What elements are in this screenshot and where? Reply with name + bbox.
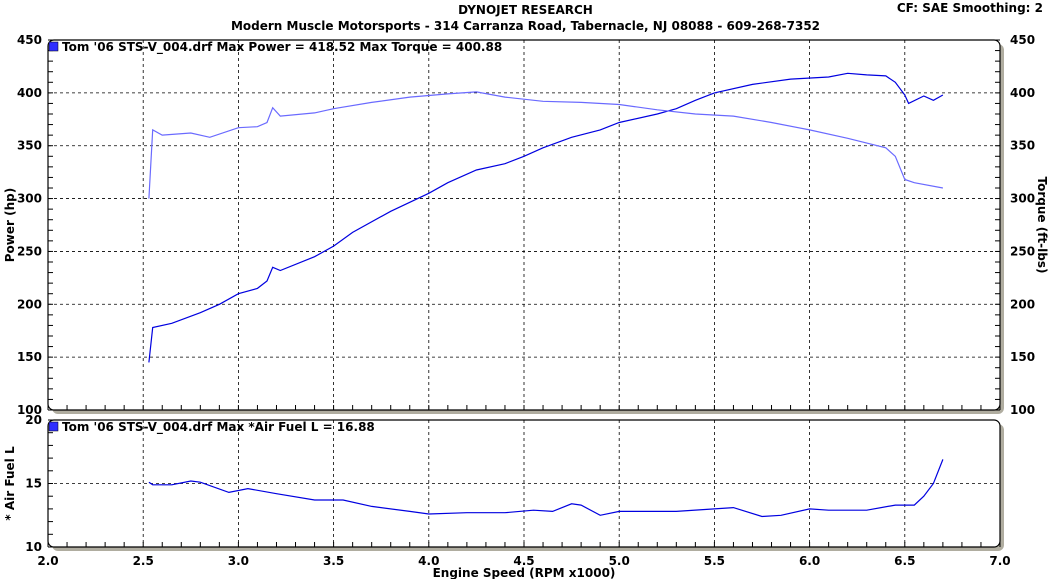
x-tick-label: 4.0 [418,554,439,568]
x-tick-label: 7.0 [989,554,1010,568]
x-axis-label: Engine Speed (RPM x1000) [433,566,616,579]
y2-tick-label: 150 [1010,350,1035,364]
x-tick-label: 3.5 [323,554,344,568]
chart-subtitle: Modern Muscle Motorsports - 314 Carranza… [230,19,821,33]
y-tick-label: 350 [17,139,42,153]
y-axis-label: * Air Fuel L [3,446,17,521]
legend-swatch [48,421,59,432]
y2-axis-label: Torque (ft-lbs) [1035,177,1049,274]
x-tick-label: 4.5 [513,554,534,568]
y-tick-label: 400 [17,86,42,100]
y-axis-label: Power (hp) [3,188,17,262]
series-air-fuel-l [148,459,944,518]
y-tick-label: 150 [17,350,42,364]
legend-text: Tom '06 STS-V_004.drf Max Power = 418.52… [62,40,502,55]
x-tick-label: 5.0 [609,554,630,568]
y2-tick-label: 100 [1010,403,1035,417]
series-power [148,72,944,363]
x-tick-label: 3.0 [228,554,249,568]
y-tick-label: 15 [25,477,42,491]
y2-tick-label: 450 [1010,33,1035,47]
legend-swatch [48,41,59,52]
x-tick-label: 6.5 [894,554,915,568]
settings-label: CF: SAE Smoothing: 2 [896,1,1043,15]
x-tick-label: 5.5 [704,554,725,568]
x-tick-label: 2.0 [37,554,58,568]
x-tick-label: 6.0 [799,554,820,568]
y-tick-label: 300 [17,192,42,206]
y-tick-label: 100 [17,403,42,417]
legend-text: Tom '06 STS-V_004.drf Max *Air Fuel L = … [62,420,375,435]
y-tick-label: 250 [17,244,42,258]
chart-title: DYNOJET RESEARCH [458,3,593,17]
y-tick-label: 10 [25,540,42,554]
y-tick-label: 450 [17,33,42,47]
y-tick-label: 200 [17,297,42,311]
y2-tick-label: 200 [1010,297,1035,311]
y-tick-label: 20 [25,413,42,427]
series-torque [148,91,944,199]
y2-tick-label: 400 [1010,86,1035,100]
x-tick-label: 2.5 [133,554,154,568]
y2-tick-label: 350 [1010,139,1035,153]
y2-tick-label: 250 [1010,244,1035,258]
y2-tick-label: 300 [1010,192,1035,206]
